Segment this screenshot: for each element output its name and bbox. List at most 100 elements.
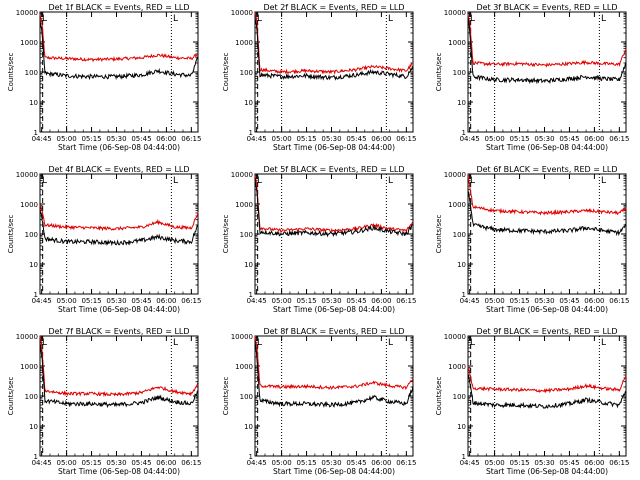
y-axis-label: Counts/sec <box>7 377 15 416</box>
chart-panel-6: Det 6f BLACK = Events, RED = LLD 1 10 100 10… <box>435 165 629 314</box>
series-events-line <box>467 17 627 85</box>
x-tick-label: 05:00 <box>485 135 505 143</box>
chart-title: Det 1f BLACK = Events, RED = LLD <box>48 3 189 12</box>
series-lld-line <box>39 14 199 63</box>
x-axis-label: Start Time (06-Sep-08 04:44:00) <box>273 143 395 152</box>
x-tick-label: 05:15 <box>81 459 101 467</box>
marker-label-right: L <box>601 338 606 348</box>
x-tick-label: 06:00 <box>156 297 176 305</box>
x-tick-label: 05:15 <box>81 297 101 305</box>
y-tick-label: 100 <box>25 231 38 239</box>
y-tick-label: 100 <box>25 393 38 401</box>
y-tick-label: 10000 <box>444 9 466 17</box>
y-tick-label: 1 <box>249 129 253 137</box>
y-tick-label: 100 <box>240 393 253 401</box>
y-tick-label: 10000 <box>444 333 466 341</box>
marker-label-left: L <box>257 176 262 186</box>
x-tick-label: 06:00 <box>584 459 604 467</box>
x-tick-label: 05:30 <box>534 297 554 305</box>
series-events-line <box>39 209 199 247</box>
y-tick-label: 10000 <box>16 333 38 341</box>
plot-frame <box>467 173 627 295</box>
plot-frame <box>39 11 199 133</box>
y-tick-label: 100 <box>453 231 466 239</box>
y-axis-label: Counts/sec <box>435 215 443 254</box>
series-lld-line <box>467 174 627 216</box>
x-tick-label: 06:00 <box>584 135 604 143</box>
chart-panel-8: Det 8f BLACK = Events, RED = LLD 1 10 100 10… <box>222 327 416 476</box>
marker-label-right: L <box>173 14 178 24</box>
x-axis-label: Start Time (06-Sep-08 04:44:00) <box>273 305 395 314</box>
plot-frame <box>39 335 199 457</box>
x-tick-label: 06:15 <box>181 297 201 305</box>
y-tick-label: 10000 <box>16 171 38 179</box>
x-tick-label: 05:30 <box>321 135 341 143</box>
y-tick-label: 10000 <box>231 171 253 179</box>
y-tick-label: 1 <box>34 291 38 299</box>
y-tick-label: 1000 <box>235 363 253 371</box>
y-tick-label: 10000 <box>444 171 466 179</box>
chart-title: Det 2f BLACK = Events, RED = LLD <box>263 3 404 12</box>
series-events-line <box>467 374 627 409</box>
x-tick-label: 06:00 <box>371 459 391 467</box>
y-tick-label: 10 <box>244 423 253 431</box>
x-tick-label: 06:15 <box>609 135 629 143</box>
series-events-line <box>254 178 414 238</box>
x-tick-label: 05:30 <box>321 297 341 305</box>
chart-title: Det 6f BLACK = Events, RED = LLD <box>476 165 617 174</box>
x-axis-label: Start Time (06-Sep-08 04:44:00) <box>486 143 608 152</box>
y-tick-label: 1000 <box>20 39 38 47</box>
marker-label-right: L <box>388 14 393 24</box>
y-tick-label: 1 <box>462 291 466 299</box>
chart-panel-7: Det 7f BLACK = Events, RED = LLD 1 10 100 10… <box>7 327 201 476</box>
x-tick-label: 05:00 <box>272 135 292 143</box>
x-tick-label: 05:15 <box>509 459 529 467</box>
x-tick-label: 05:15 <box>296 135 316 143</box>
x-tick-label: 06:00 <box>584 297 604 305</box>
x-tick-label: 06:15 <box>396 135 416 143</box>
x-axis-label: Start Time (06-Sep-08 04:44:00) <box>58 305 180 314</box>
x-tick-label: 05:00 <box>57 297 77 305</box>
x-tick-label: 05:45 <box>131 135 151 143</box>
plot-frame <box>254 335 414 457</box>
y-tick-label: 100 <box>240 69 253 77</box>
x-tick-label: 05:00 <box>57 459 77 467</box>
x-tick-label: 05:00 <box>57 135 77 143</box>
marker-label-left: L <box>42 176 47 186</box>
x-tick-label: 05:45 <box>346 459 366 467</box>
y-axis-label: Counts/sec <box>222 53 230 92</box>
plot-frame <box>467 335 627 457</box>
series-events-line <box>467 191 627 237</box>
y-tick-label: 1000 <box>448 39 466 47</box>
x-axis-label: Start Time (06-Sep-08 04:44:00) <box>58 467 180 476</box>
chart-panel-5: Det 5f BLACK = Events, RED = LLD 1 10 100 10… <box>222 165 416 314</box>
x-axis-label: Start Time (06-Sep-08 04:44:00) <box>486 305 608 314</box>
x-tick-label: 06:15 <box>609 459 629 467</box>
x-tick-label: 06:15 <box>609 297 629 305</box>
marker-label-right: L <box>173 176 178 186</box>
y-tick-label: 1000 <box>448 201 466 209</box>
x-tick-label: 04:45 <box>32 135 52 143</box>
x-tick-label: 06:00 <box>156 459 176 467</box>
x-tick-label: 06:00 <box>371 135 391 143</box>
y-tick-label: 1000 <box>20 201 38 209</box>
y-axis-label: Counts/sec <box>435 377 443 416</box>
x-tick-label: 05:45 <box>559 135 579 143</box>
x-tick-label: 05:00 <box>485 459 505 467</box>
x-tick-label: 05:30 <box>106 135 126 143</box>
y-tick-label: 100 <box>25 69 38 77</box>
series-events-line <box>254 17 414 81</box>
x-axis-label: Start Time (06-Sep-08 04:44:00) <box>486 467 608 476</box>
y-tick-label: 10 <box>29 261 38 269</box>
plot-frame <box>39 173 199 295</box>
x-axis-label: Start Time (06-Sep-08 04:44:00) <box>273 467 395 476</box>
x-tick-label: 05:00 <box>272 297 292 305</box>
y-tick-label: 1 <box>249 291 253 299</box>
y-tick-label: 1000 <box>20 363 38 371</box>
series-lld-line <box>39 336 199 398</box>
series-events-line <box>39 19 199 81</box>
x-tick-label: 06:00 <box>156 135 176 143</box>
series-events-line <box>39 342 199 409</box>
x-tick-label: 06:15 <box>396 459 416 467</box>
